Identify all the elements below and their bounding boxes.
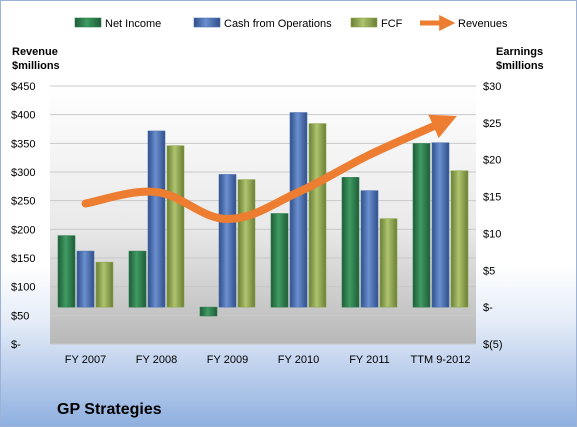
plot-area — [50, 86, 476, 344]
legend-label: Cash from Operations — [224, 18, 332, 30]
right-tick-label: $20 — [483, 155, 501, 167]
legend: Net Income Cash from Operations FCF Revenue… — [74, 14, 508, 32]
legend-label: Net Income — [105, 18, 161, 30]
company-name: GP Strategies — [57, 401, 162, 418]
bar-net-income — [199, 306, 218, 317]
right-tick-label: $15 — [483, 192, 501, 204]
right-tick-label: $(5) — [483, 339, 503, 351]
right-tick-label: $10 — [483, 228, 501, 240]
legend-item-revenues: Revenues — [420, 14, 508, 32]
right-tick-label: $5 — [483, 265, 495, 277]
gridlines — [50, 85, 476, 345]
bar-fcf — [95, 261, 114, 308]
revenue-line-path — [81, 114, 457, 224]
x-axis-ticks: FY 2007 FY 2008 FY 2009 FY 2010 FY 2011 TTM 9… — [65, 354, 471, 366]
right-tick-label: $- — [483, 302, 493, 314]
legend-item-net-income: Net Income — [74, 17, 161, 30]
x-tick-label: FY 2007 — [65, 354, 106, 366]
left-axis-title: Revenue $millions — [12, 46, 60, 72]
right-axis-title: Earnings $millions — [496, 46, 544, 72]
bar-cash-from-operations — [147, 130, 166, 308]
legend-item-fcf: FCF — [350, 17, 403, 30]
x-tick-label: FY 2010 — [278, 354, 319, 366]
bar-cash-from-operations — [76, 250, 95, 308]
bar-fcf — [308, 123, 327, 308]
revenue-line — [81, 114, 457, 224]
bar-net-income — [412, 143, 431, 308]
bar-net-income — [128, 250, 147, 308]
right-tick-label: $30 — [483, 81, 501, 93]
bar-cash-from-operations — [289, 112, 308, 308]
legend-label: Revenues — [458, 18, 508, 30]
bar-net-income — [270, 213, 289, 308]
right-axis-ticks: $(5) $- $5 $10 $15 $20 $25 $30 — [483, 81, 503, 351]
bar-cash-from-operations — [218, 174, 237, 308]
right-axis-title-line2: $millions — [496, 60, 544, 72]
left-tick-label: $250 — [11, 196, 35, 208]
left-axis-title-line2: $millions — [12, 60, 60, 72]
x-tick-label: FY 2008 — [136, 354, 177, 366]
x-tick-label: FY 2009 — [207, 354, 248, 366]
x-tick-label: TTM 9-2012 — [411, 354, 471, 366]
left-axis-ticks: $- $50 $100 $150 $200 $250 $300 $350 $400 $450 — [11, 81, 35, 351]
x-tick-label: FY 2011 — [349, 354, 390, 366]
legend-item-cash-from-operations: Cash from Operations — [193, 17, 332, 30]
left-tick-label: $400 — [11, 110, 35, 122]
legend-label: FCF — [381, 18, 403, 30]
right-tick-label: $25 — [483, 118, 501, 130]
left-tick-label: $150 — [11, 253, 35, 265]
bar-cash-from-operations — [360, 190, 379, 308]
left-tick-label: $450 — [11, 81, 35, 93]
left-tick-label: $300 — [11, 167, 35, 179]
legend-swatch — [193, 17, 221, 28]
bar-fcf — [237, 179, 256, 308]
right-axis-title-line1: Earnings — [496, 46, 543, 58]
legend-swatch — [350, 17, 378, 28]
left-axis-title-line1: Revenue — [12, 46, 58, 58]
bar-fcf — [379, 218, 398, 308]
bar-fcf — [166, 145, 185, 308]
left-tick-label: $- — [11, 339, 21, 351]
left-tick-label: $100 — [11, 282, 35, 294]
left-tick-label: $200 — [11, 224, 35, 236]
bar-cash-from-operations — [431, 142, 450, 308]
bar-net-income — [57, 235, 76, 308]
bar-fcf — [450, 170, 469, 308]
left-tick-label: $350 — [11, 138, 35, 150]
legend-swatch — [74, 17, 102, 28]
left-tick-label: $50 — [11, 310, 29, 322]
bar-net-income — [341, 177, 360, 308]
